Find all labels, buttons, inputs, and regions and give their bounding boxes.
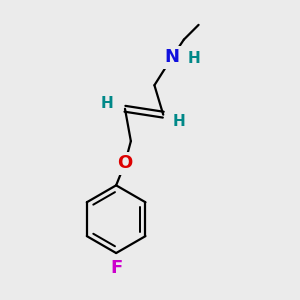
Text: H: H [101, 96, 114, 111]
Text: N: N [165, 48, 180, 66]
Text: F: F [110, 260, 122, 278]
Text: H: H [188, 51, 200, 66]
Text: H: H [173, 114, 186, 129]
Text: O: O [117, 154, 133, 172]
